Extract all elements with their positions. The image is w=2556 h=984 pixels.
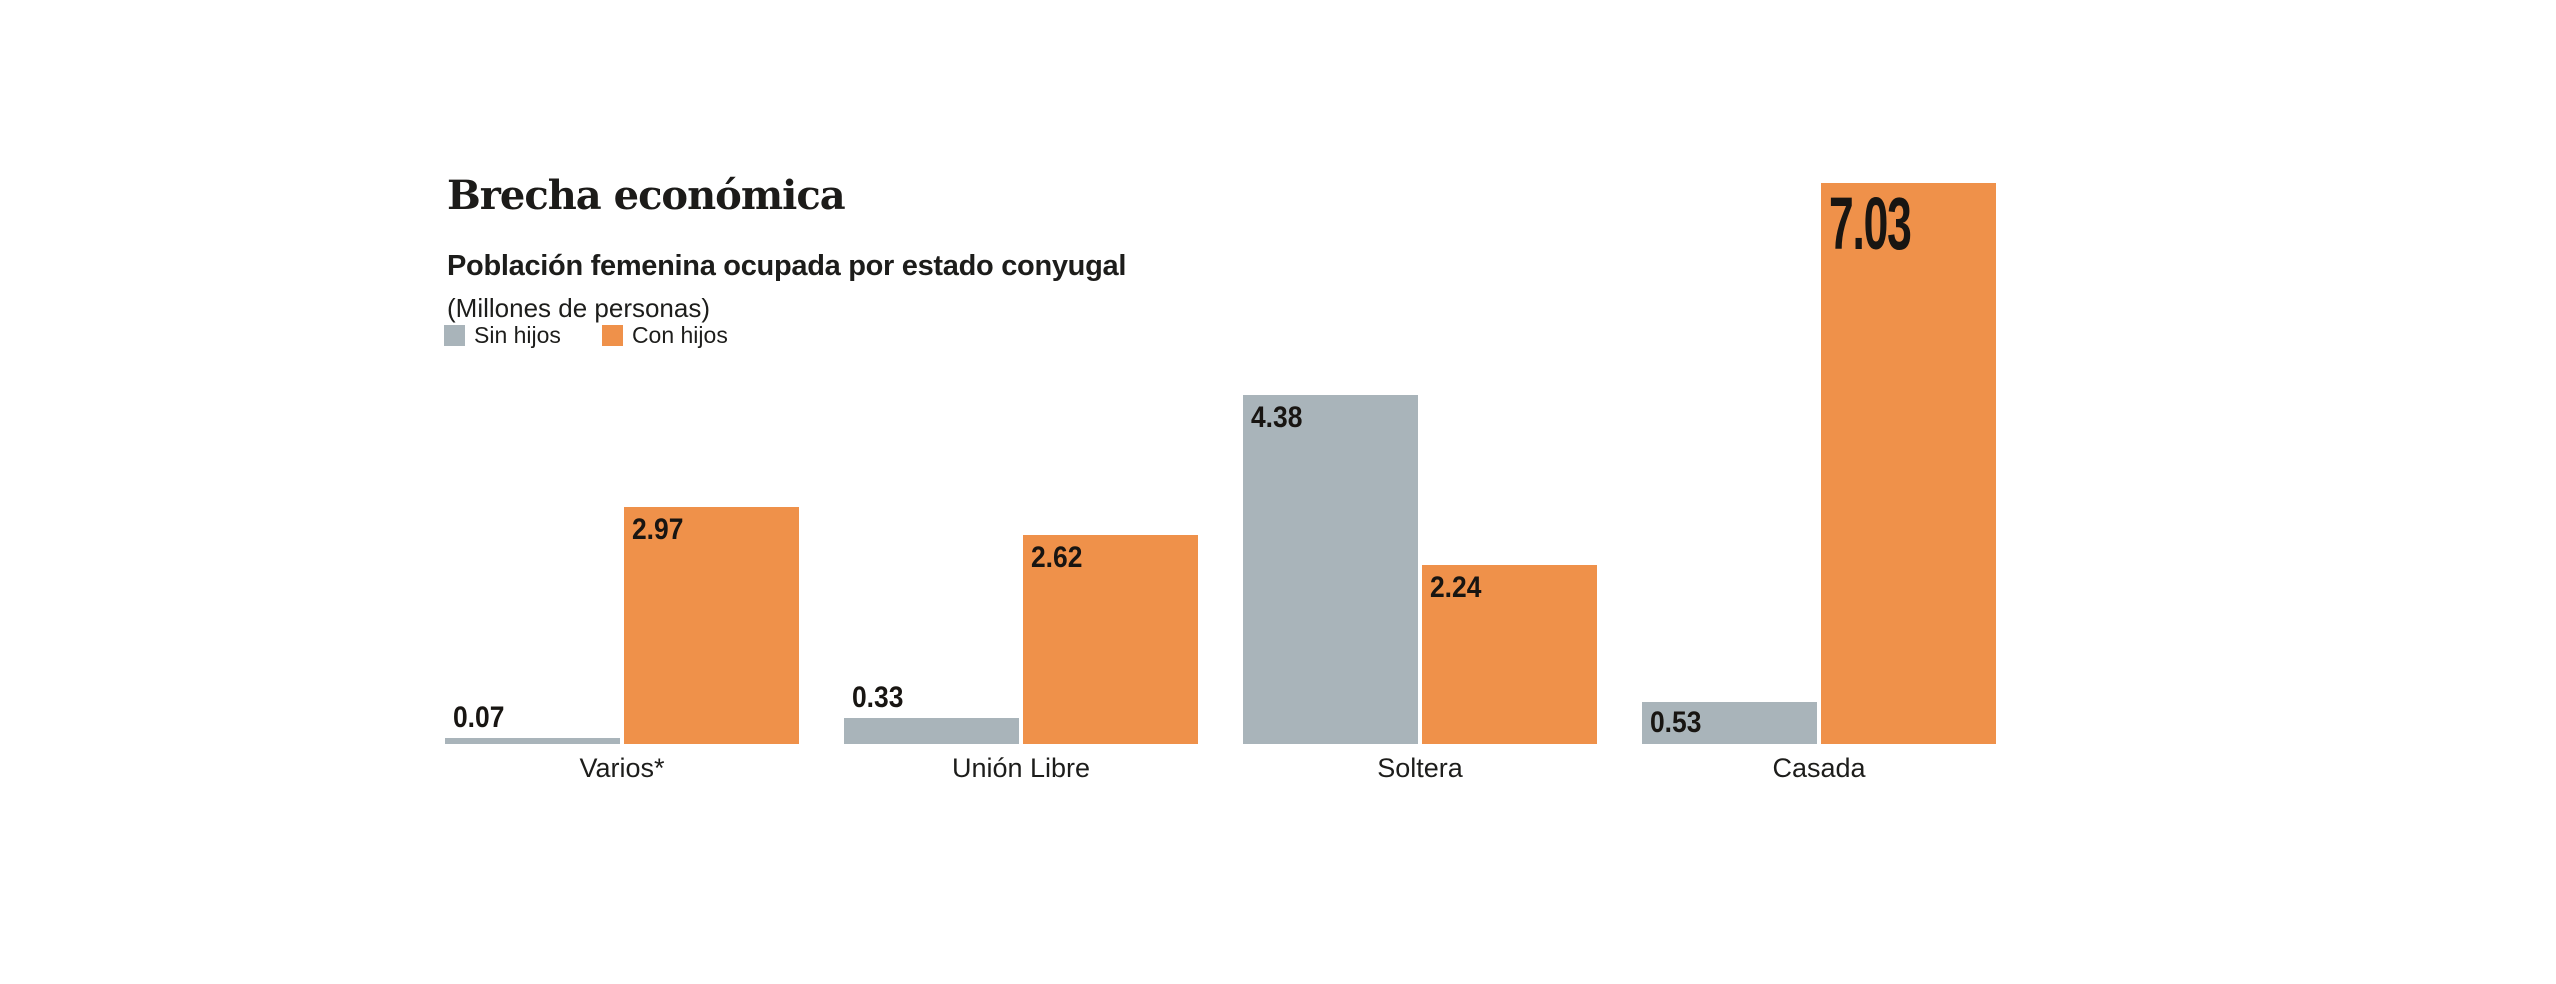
bar-union-libre-sin-hijos: 0.33 (844, 682, 1019, 744)
chart-subtitle: Población femenina ocupada por estado co… (447, 250, 1127, 282)
bar-varios-sin-hijos: 0.07 (445, 703, 620, 744)
value-label-varios-con-hijos: 2.97 (632, 513, 684, 546)
category-label-union-libre: Unión Libre (951, 753, 1091, 783)
bar-group-casada: 0.53 7.03 Casada (1642, 183, 1996, 783)
bar-group-varios: 0.07 2.97 Varios* (445, 183, 799, 783)
value-label-soltera-con-hijos: 2.24 (1430, 571, 1482, 605)
bar-varios-con-hijos: 2.97 (624, 507, 799, 744)
category-label-varios: Varios* (579, 753, 665, 783)
bar-union-libre-con-hijos: 2.62 (1023, 534, 1198, 744)
legend-item-con-hijos: Con hijos (601, 322, 728, 348)
value-label-casada-sin-hijos: 0.53 (1650, 705, 1702, 739)
bar-soltera-con-hijos: 2.24 (1422, 565, 1597, 744)
chart-unit-note: (Millones de personas) (447, 293, 711, 323)
legend-label: Sin hijos (474, 322, 561, 348)
bar-soltera-sin-hijos: 4.38 (1243, 394, 1418, 744)
legend-label: Con hijos (631, 322, 728, 348)
bar-group-soltera: 4.38 2.24 Soltera (1243, 183, 1597, 783)
value-label-union-libre-con-hijos: 2.62 (1031, 540, 1083, 574)
bar-group-union-libre: 0.33 2.62 Unión Libre (844, 183, 1198, 783)
bar-chart: 0.07 2.97 Varios* 0.33 2.62 Unión Libre 4.38 2.… (445, 183, 1996, 783)
value-label-union-libre-sin-hijos: 0.33 (852, 680, 904, 714)
legend-item-sin-hijos: Sin hijos (444, 324, 561, 347)
legend-swatch-icon (601, 325, 623, 346)
category-label-casada: Casada (1772, 753, 1866, 783)
value-label-soltera-sin-hijos: 4.38 (1251, 400, 1303, 434)
value-label-varios-sin-hijos: 0.07 (453, 701, 505, 734)
legend-swatch-icon (444, 325, 465, 346)
bar-casada-con-hijos: 7.03 (1821, 183, 1996, 744)
legend: Sin hijos Con hijos (444, 324, 728, 347)
chart-title: Brecha económica (447, 172, 846, 219)
category-label-soltera: Soltera (1377, 753, 1463, 783)
bar-casada-sin-hijos: 0.53 (1642, 701, 1817, 744)
value-label-casada-con-hijos: 7.03 (1829, 182, 1912, 265)
